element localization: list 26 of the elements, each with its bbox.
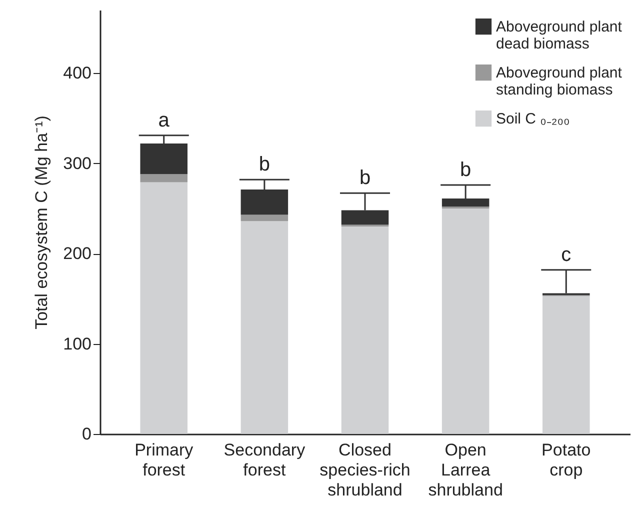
x-tick-label: Potato crop (542, 440, 591, 480)
bar (542, 296, 590, 434)
x-tick-label: Secondary forest (224, 440, 306, 480)
x-tick-label: Primary forest (134, 440, 194, 480)
bar (240, 214, 288, 222)
bar (140, 182, 188, 434)
y-axis-title: Total ecosystem C (Mg ha⁻¹) (32, 116, 52, 330)
y-tick-label: 100 (63, 334, 92, 354)
y-tick-label: 300 (63, 154, 92, 173)
x-tick-label: Open Larrea shrubland (428, 440, 503, 500)
bar (442, 208, 490, 434)
annotation: b (460, 159, 472, 182)
annotation: c (561, 244, 572, 266)
bar (341, 226, 389, 434)
annotation: b (258, 154, 270, 176)
legend-label: Aboveground plant dead biomass (496, 18, 623, 52)
bar (240, 221, 288, 434)
y-tick-label: 200 (63, 244, 92, 264)
y-tick-label: 400 (63, 64, 92, 83)
annotation: b (359, 167, 371, 190)
bar (140, 174, 188, 182)
legend-label: Soil C ₀₋₂₀₀ (496, 110, 570, 128)
x-tick-label: Closed species-rich shrubland (320, 440, 410, 500)
y-tick-label: 0 (82, 424, 92, 444)
annotation: a (158, 109, 170, 132)
legend-label: Aboveground plant standing biomass (496, 64, 623, 98)
